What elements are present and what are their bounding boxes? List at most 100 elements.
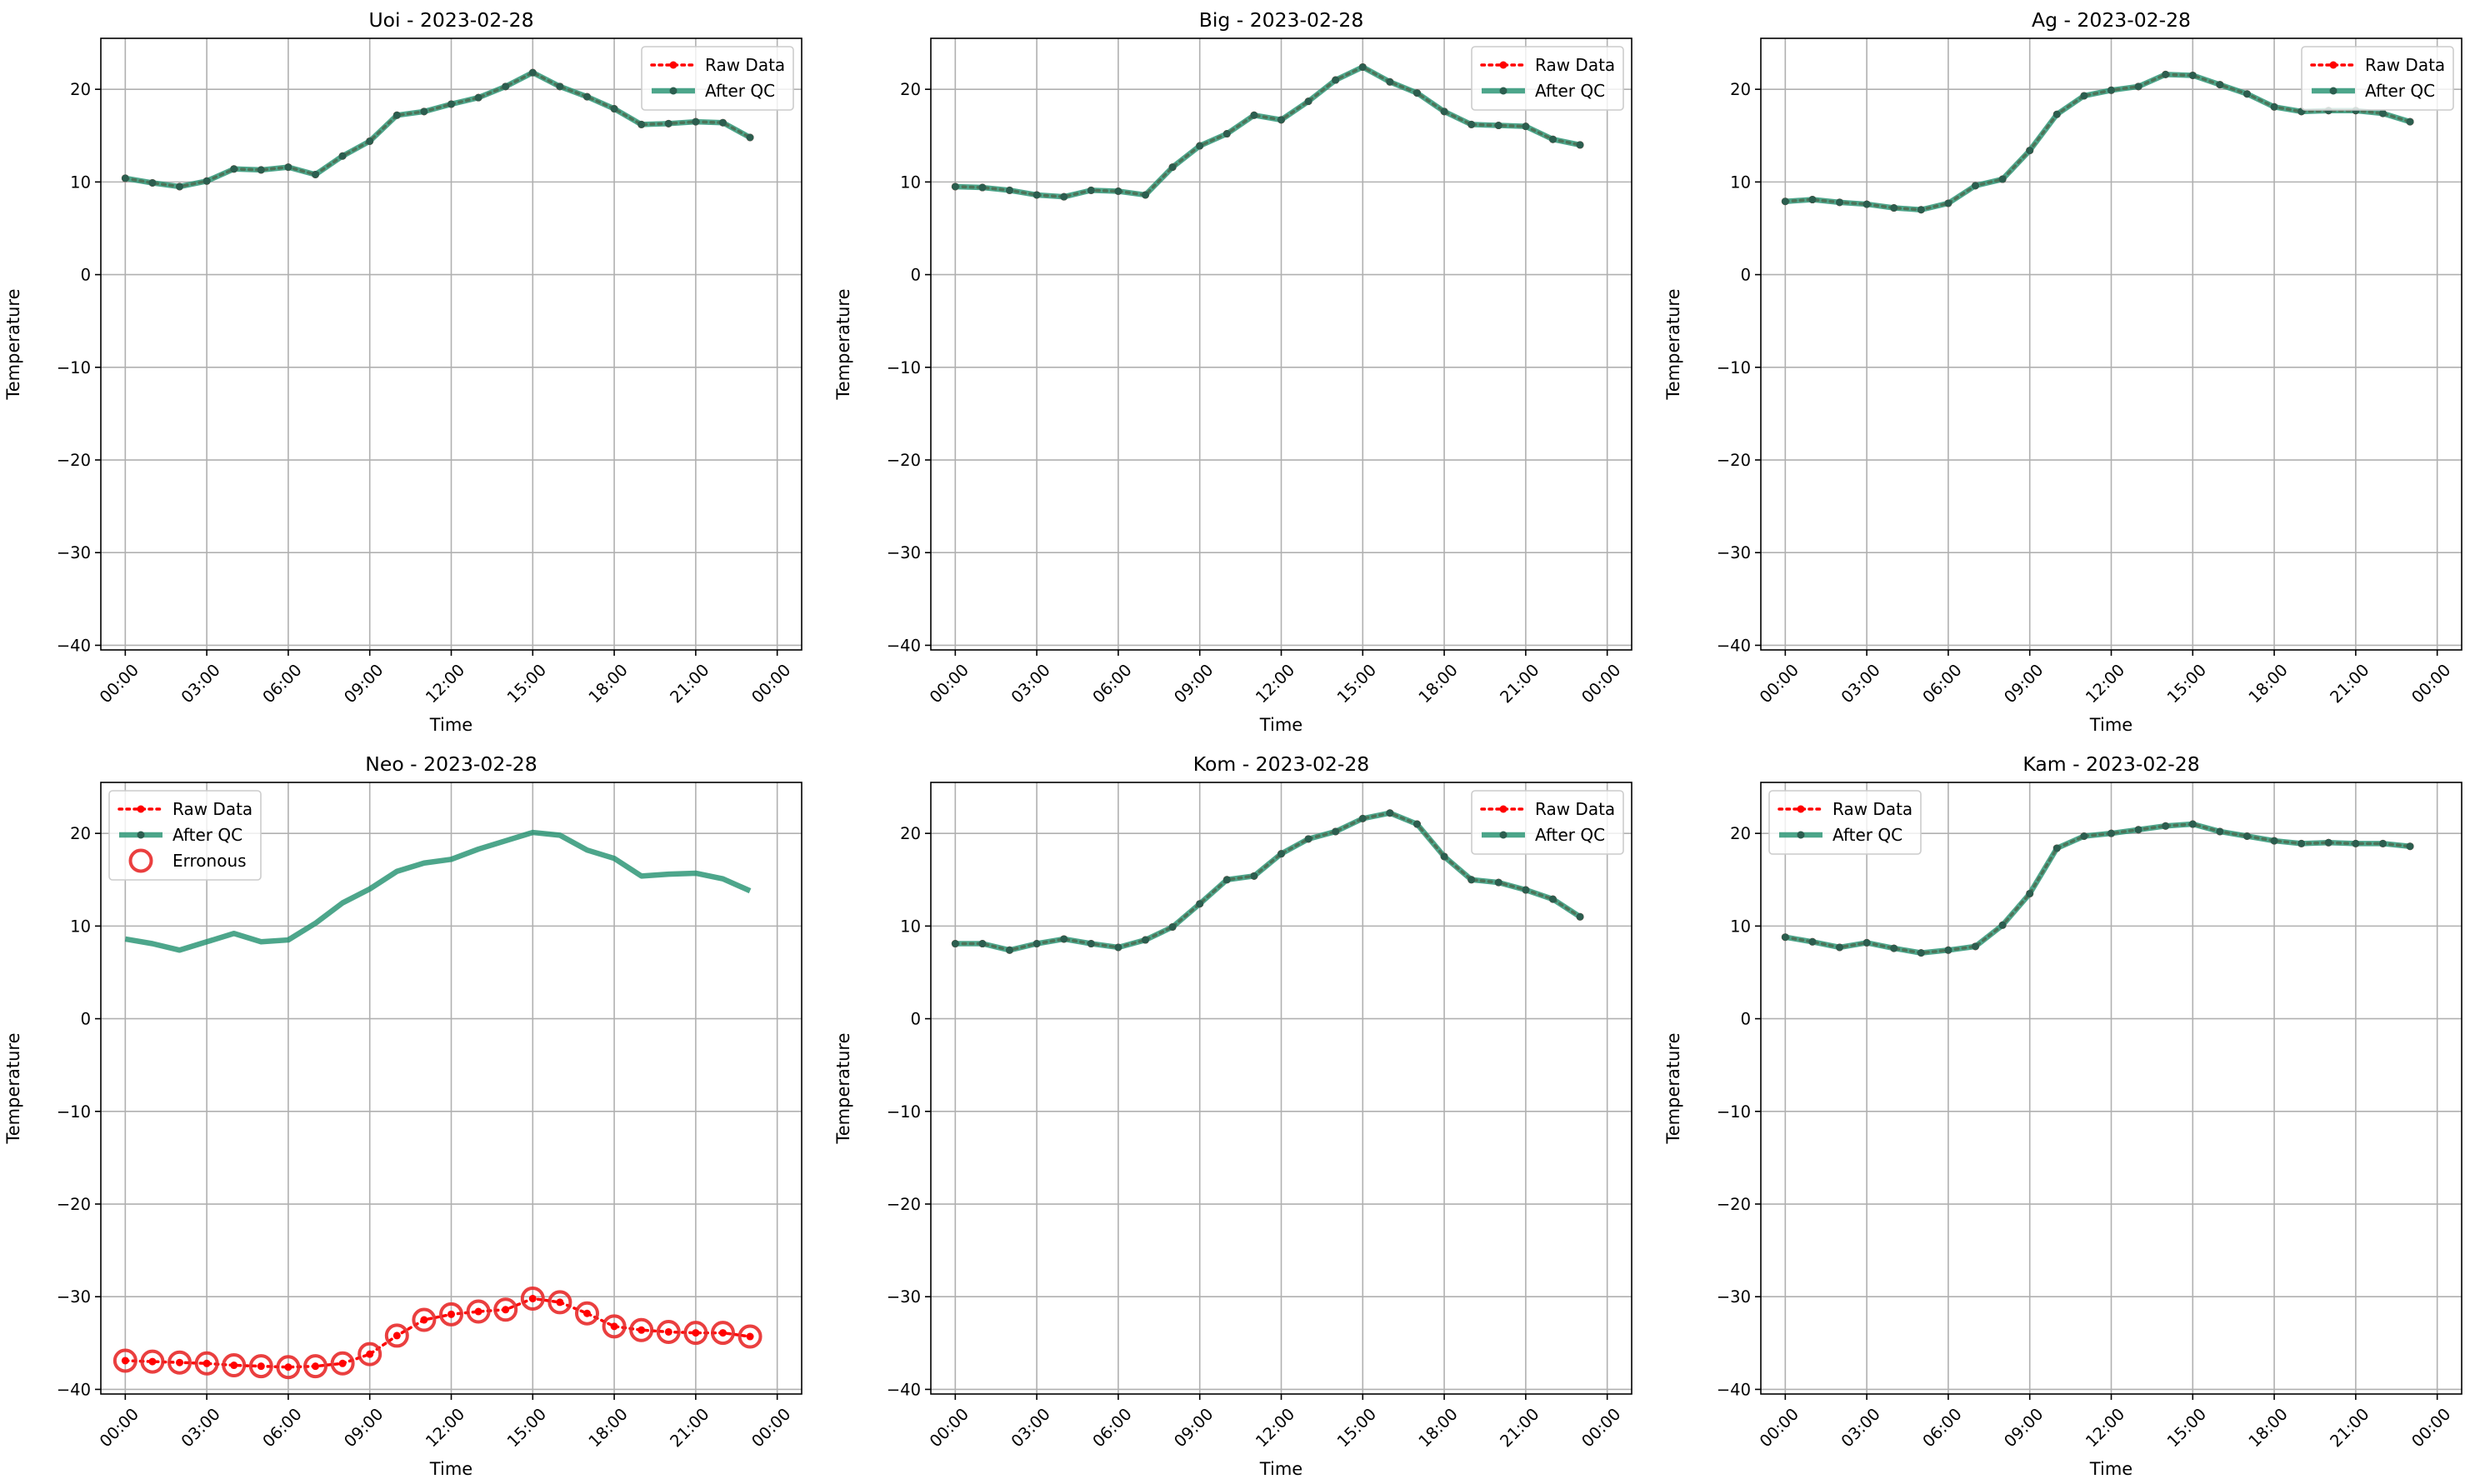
after-qc-point: [1808, 196, 1817, 204]
series-after-qc: [121, 68, 754, 191]
erroneous-marker: [412, 1307, 437, 1332]
raw-data-point: [664, 1327, 672, 1336]
subplot-4: 00:00 03:00 06:00 09:00 12:00 15:00 18:00 21:00…: [3, 752, 802, 1479]
y-tick-label: −20: [57, 451, 91, 470]
after-qc-point: [1468, 876, 1476, 884]
x-tick-label: 00:00: [926, 1404, 972, 1451]
after-qc-point: [1862, 938, 1871, 947]
x-tick-label: 00:00: [2408, 660, 2454, 707]
y-tick-label: −10: [57, 1102, 91, 1122]
x-tick-label: 21:00: [2327, 660, 2373, 707]
after-qc-point: [2242, 832, 2251, 841]
x-tick-label: 06:00: [1089, 660, 1136, 707]
after-qc-point: [230, 165, 238, 173]
erroneous-marker: [656, 1319, 681, 1344]
after-qc-point: [2080, 832, 2088, 841]
erroneous-marker: [384, 1323, 409, 1348]
erroneous-marker: [520, 1286, 545, 1311]
y-tick-label: 10: [900, 917, 921, 936]
raw-data-point: [202, 1359, 211, 1367]
after-qc-point: [1522, 122, 1530, 131]
series-erronous: [112, 1286, 762, 1380]
legend: Raw Data After QC: [641, 46, 794, 111]
legend-frame: [1471, 46, 1624, 111]
after-qc-point: [2134, 82, 2142, 91]
x-tick-label: 18:00: [2245, 1404, 2292, 1451]
after-qc-point: [1386, 77, 1394, 86]
y-tick-label: −40: [1717, 1380, 1751, 1399]
x-tick-label: 00:00: [1578, 1404, 1624, 1451]
subplot-3: 00:00 03:00 06:00 09:00 12:00 15:00 18:00 21:00…: [1663, 8, 2462, 735]
after-qc-point: [1168, 163, 1177, 172]
legend-label: After QC: [172, 825, 242, 845]
after-qc-point: [2406, 117, 2414, 126]
y-tick-label: 20: [900, 824, 921, 843]
subplot-5: 00:00 03:00 06:00 09:00 12:00 15:00 18:00 21:00…: [833, 752, 1632, 1479]
x-tick-label: 12:00: [422, 660, 468, 707]
legend: Raw Data After QC Erronous: [108, 790, 262, 881]
legend-label: Raw Data: [172, 799, 252, 819]
x-tick-label: 03:00: [1008, 1404, 1054, 1451]
legend-marker-after-qc: [1797, 831, 1805, 839]
after-qc-point: [1998, 921, 2007, 929]
after-qc-point: [1917, 206, 1925, 214]
after-qc-point: [2406, 842, 2414, 851]
after-qc-point: [746, 133, 754, 142]
after-qc-point: [1808, 937, 1817, 946]
y-tick-label: 0: [1741, 266, 1751, 285]
y-tick-label: −40: [57, 636, 91, 655]
raw-data-point: [556, 1298, 564, 1307]
after-qc-point: [1168, 922, 1177, 931]
after-qc-point: [978, 183, 987, 192]
raw-data-point: [528, 1294, 537, 1302]
raw-data-point: [338, 1359, 347, 1367]
after-qc-point: [1862, 200, 1871, 208]
legend-marker-raw-data: [1499, 805, 1508, 813]
after-qc-point: [1917, 949, 1925, 957]
legend-marker-raw-data: [669, 61, 678, 69]
after-qc-point: [1222, 876, 1231, 884]
after-qc-point: [1278, 850, 1285, 858]
y-tick-label: −40: [57, 1380, 91, 1399]
legend-label: Erronous: [172, 851, 247, 871]
x-tick-label: 03:00: [1838, 660, 1884, 707]
legend-marker-erronous: [128, 848, 153, 873]
y-tick-label: −10: [887, 1102, 921, 1122]
legend-label: Raw Data: [705, 55, 785, 75]
after-qc-point: [1142, 191, 1150, 199]
after-qc-point: [1250, 872, 1258, 880]
legend-label: Raw Data: [1535, 55, 1615, 75]
after-qc-point: [1032, 191, 1041, 199]
subplot-title: Ag - 2023-02-28: [2032, 8, 2191, 32]
after-qc-line: [124, 829, 752, 953]
erroneous-marker: [112, 1348, 138, 1373]
y-tick-label: 20: [900, 80, 921, 99]
y-tick-label: −30: [887, 1287, 921, 1307]
x-tick-label: 09:00: [2000, 660, 2047, 707]
y-tick-label: −40: [887, 636, 921, 655]
after-qc-point: [1890, 944, 1898, 952]
x-tick-label: 15:00: [503, 1404, 550, 1451]
y-axis-label: Temperature: [1663, 1032, 1683, 1144]
erroneous-marker: [303, 1354, 328, 1379]
legend-marker-raw-data: [1499, 61, 1508, 69]
x-tick-label: 12:00: [2082, 660, 2128, 707]
after-qc-point: [312, 170, 320, 178]
legend-label: After QC: [705, 81, 775, 101]
y-tick-label: −20: [57, 1195, 91, 1214]
after-qc-point: [1196, 142, 1204, 150]
x-tick-label: 09:00: [2000, 1404, 2047, 1451]
legend-frame: [1471, 790, 1624, 855]
after-qc-line: [124, 69, 752, 190]
x-tick-label: 12:00: [2082, 1404, 2128, 1451]
raw-data-point: [230, 1362, 238, 1370]
after-qc-point: [2162, 70, 2170, 78]
after-qc-point: [1006, 186, 1014, 194]
x-tick-label: 12:00: [1252, 1404, 1298, 1451]
x-axis-label: Time: [1259, 715, 1302, 735]
x-tick-label: 03:00: [178, 1404, 224, 1451]
x-tick-label: 00:00: [1578, 660, 1624, 707]
series-after-qc: [951, 62, 1584, 201]
legend-frame: [1768, 790, 1922, 855]
y-tick-label: −30: [57, 543, 91, 562]
